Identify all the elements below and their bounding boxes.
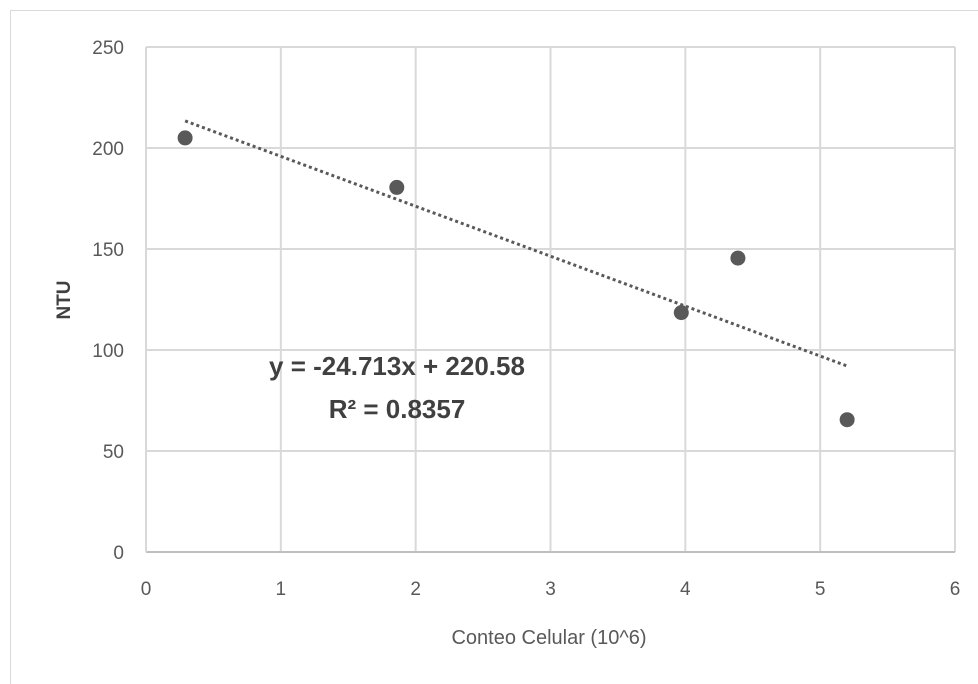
y-tick-label: 250 <box>92 38 124 59</box>
data-point <box>177 130 193 146</box>
x-tick-label: 1 <box>276 579 287 600</box>
x-tick-label: 4 <box>680 579 691 600</box>
y-tick-labels: 0 50 100 150 200 250 <box>92 38 124 564</box>
x-axis-title: Conteo Celular (10^6) <box>451 627 646 649</box>
r-squared-label: R² = 0.8357 <box>329 394 466 424</box>
y-tick-label: 150 <box>92 240 124 261</box>
x-tick-label: 2 <box>410 579 421 600</box>
axes <box>145 47 955 553</box>
x-tick-label: 5 <box>815 579 826 600</box>
data-point <box>673 305 689 321</box>
trendline-group <box>184 119 848 368</box>
y-tick-label: 50 <box>103 442 124 463</box>
data-point <box>839 412 855 428</box>
x-tick-label: 3 <box>545 579 556 600</box>
x-tick-label: 6 <box>950 579 961 600</box>
data-point <box>389 179 405 195</box>
y-tick-label: 200 <box>92 139 124 160</box>
y-tick-label: 100 <box>92 341 124 362</box>
x-tick-label: 0 <box>141 579 152 600</box>
x-tick-labels: 0 1 2 3 4 5 6 <box>141 579 961 600</box>
y-tick-label: 0 <box>113 543 124 564</box>
trendline <box>184 119 848 368</box>
trendline-equation: y = -24.713x + 220.58 <box>269 351 525 381</box>
data-points <box>177 130 855 428</box>
data-point <box>730 250 746 266</box>
y-axis-title: NTU <box>54 280 75 319</box>
grid-lines <box>146 46 956 552</box>
chart-frame <box>10 10 978 684</box>
